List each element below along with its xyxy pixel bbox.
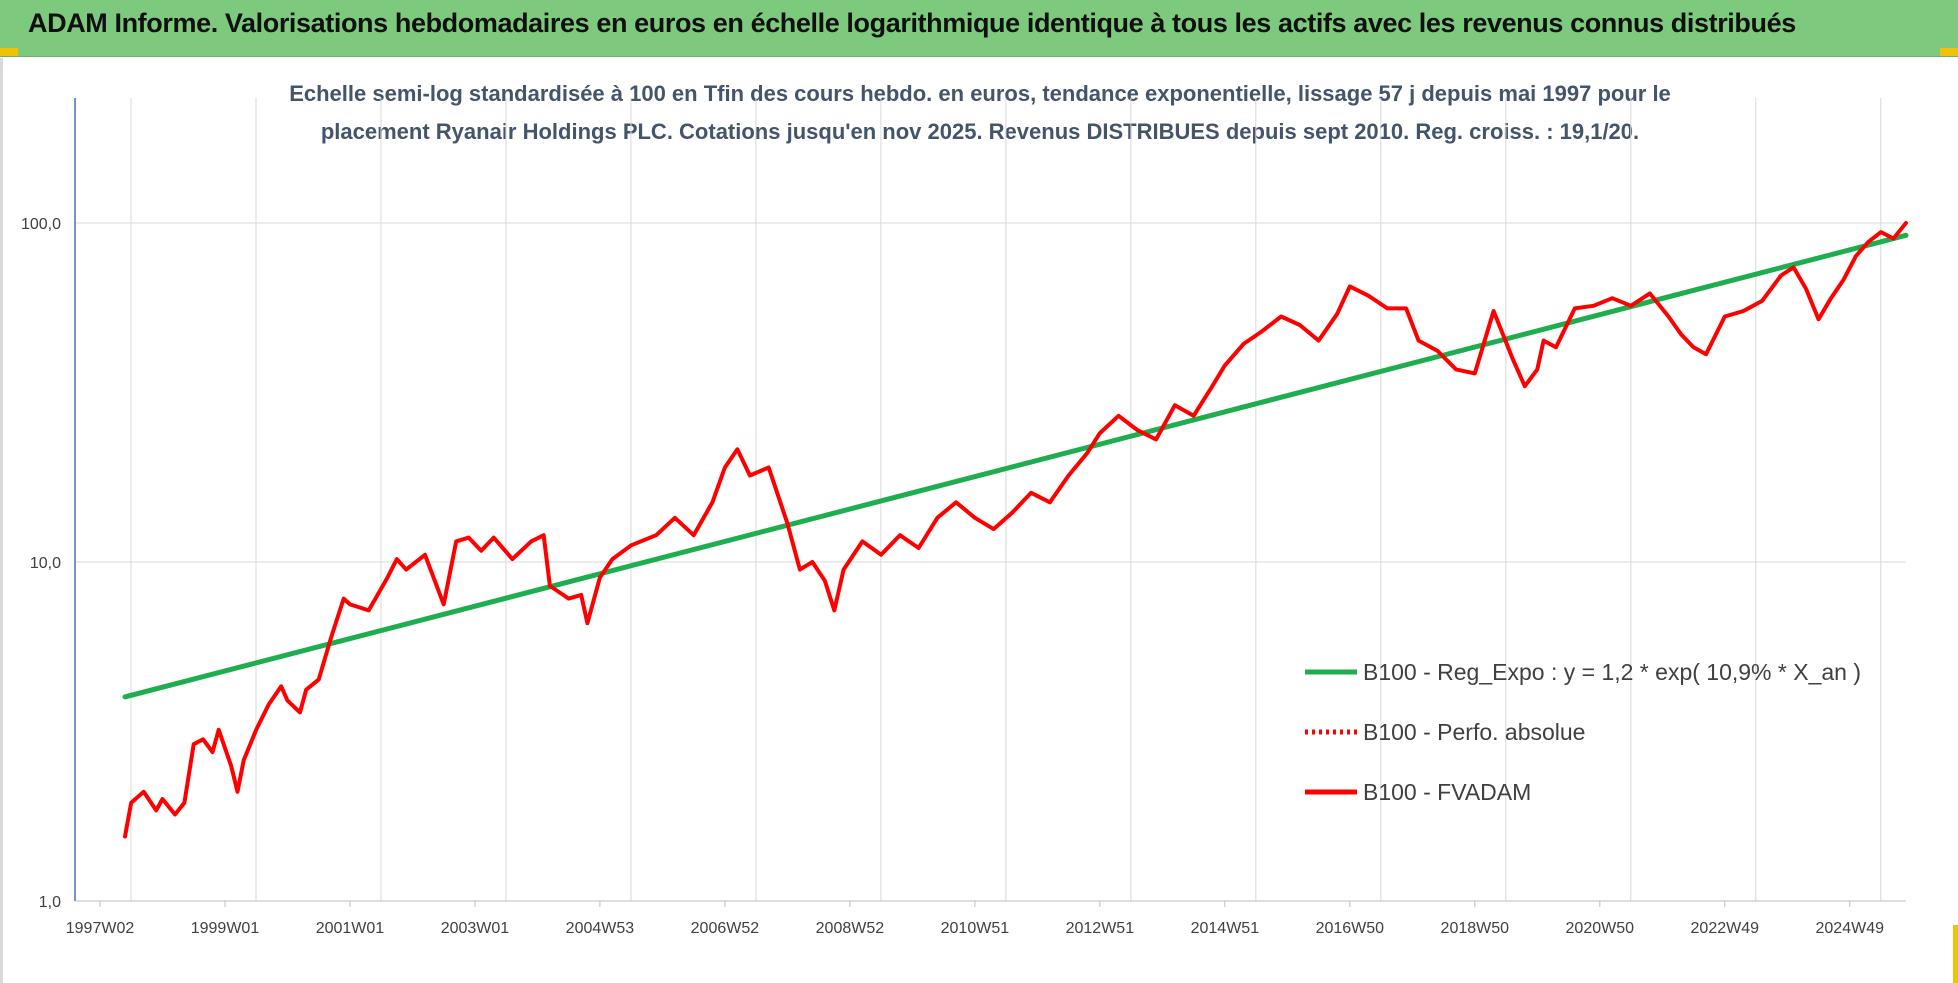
x-tick-label: 2014W51 [1191, 920, 1260, 937]
x-tick-label: 2001W01 [316, 920, 385, 937]
x-tick-label: 1997W02 [66, 920, 135, 937]
x-tick-label: 2008W52 [816, 920, 885, 937]
x-tick-label: 2020W50 [1566, 920, 1635, 937]
x-tick-label: 2010W51 [941, 920, 1010, 937]
chart: Echelle semi-log standardisée à 100 en T… [21, 81, 1909, 937]
chart-frame: Echelle semi-log standardisée à 100 en T… [0, 58, 1958, 983]
legend-label: B100 - Reg_Expo : y = 1,2 * exp( 10,9% *… [1363, 659, 1861, 685]
x-tick-label: 1999W01 [191, 920, 260, 937]
x-tick-label: 2004W53 [566, 920, 635, 937]
y-tick-label: 100,0 [21, 216, 61, 233]
x-tick-label: 2003W01 [441, 920, 510, 937]
series-line-reg-expo [122, 232, 1909, 700]
legend-label: B100 - FVADAM [1363, 779, 1531, 805]
legend-label: B100 - Perfo. absolue [1363, 719, 1585, 745]
x-tick-label: 2016W50 [1316, 920, 1385, 937]
axes: 1,0 10,0 100,0 1997W02 1999W01 2001W01 2003W01… [21, 98, 1906, 937]
series-layer [122, 221, 1909, 839]
x-tick-label: 2024W49 [1816, 920, 1885, 937]
chart-subtitle-line-1: Echelle semi-log standardisée à 100 en T… [289, 81, 1671, 106]
x-tick-label: 2018W50 [1441, 920, 1510, 937]
x-tick-label: 2012W51 [1066, 920, 1135, 937]
x-tick-label: 2006W52 [691, 920, 760, 937]
header-banner: ADAM Informe. Valorisations hebdomadaire… [0, 0, 1958, 57]
y-tick-label: 1,0 [39, 894, 61, 911]
banner-title: ADAM Informe. Valorisations hebdomadaire… [28, 8, 1796, 38]
corner-mark-bottom-right [1953, 925, 1958, 983]
y-tick-label: 10,0 [30, 555, 61, 572]
series-line-fvadam [123, 221, 1908, 839]
grid-lines [75, 98, 1906, 902]
corner-mark-top-left [0, 48, 18, 56]
corner-mark-top-right [1940, 48, 1958, 56]
legend: B100 - Reg_Expo : y = 1,2 * exp( 10,9% *… [1305, 659, 1861, 805]
chart-subtitle-line-2: placement Ryanair Holdings PLC. Cotation… [321, 119, 1639, 144]
x-tick-label: 2022W49 [1691, 920, 1760, 937]
